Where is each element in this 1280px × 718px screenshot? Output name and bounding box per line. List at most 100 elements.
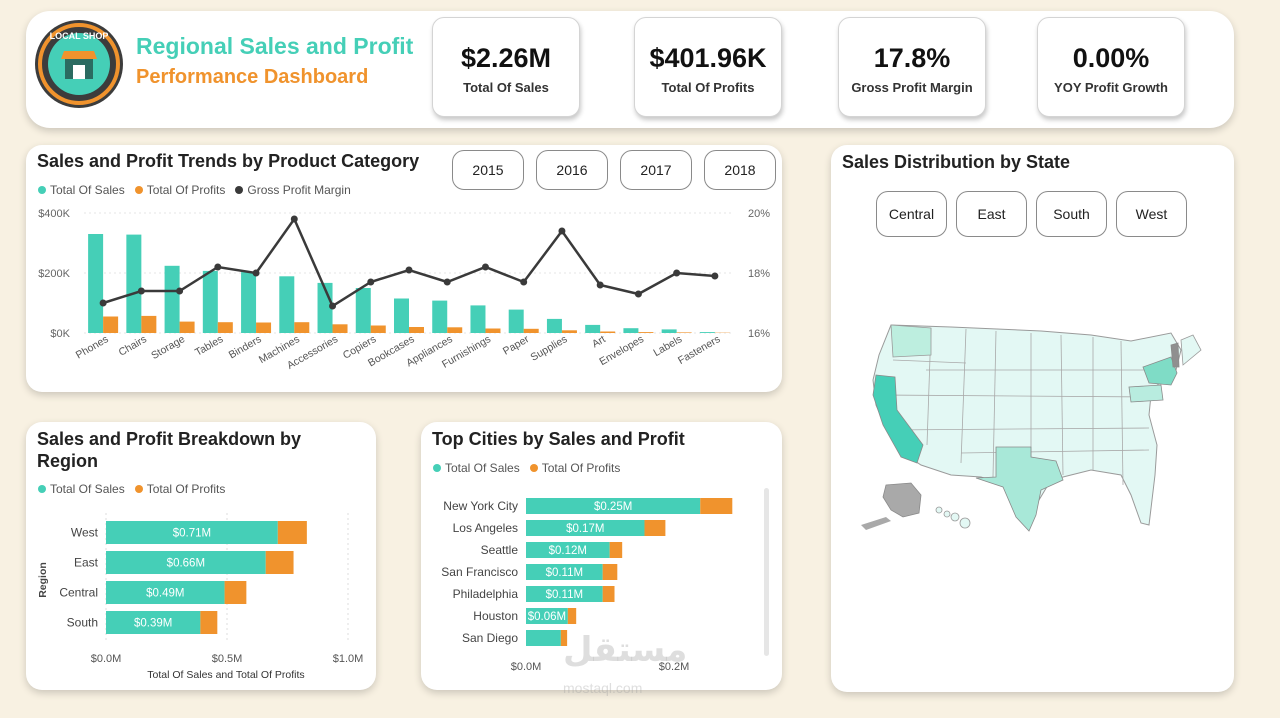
kpi-yoy-profit-growth: 0.00% YOY Profit Growth <box>1037 17 1185 117</box>
category-label: Seattle <box>481 543 519 557</box>
kpi-total-profits: $401.96K Total Of Profits <box>634 17 782 117</box>
sales-bar <box>585 324 601 333</box>
dashboard-title-line1: Regional Sales and Profit <box>136 33 414 59</box>
x-tick-label: Storage <box>149 333 187 362</box>
year-slicer-2015[interactable]: 2015 <box>452 150 524 190</box>
sales-bar <box>164 265 180 333</box>
margin-point <box>329 302 337 310</box>
profits-bar <box>602 564 618 580</box>
state-hawaii <box>935 506 971 529</box>
us-sales-map[interactable] <box>831 145 1234 692</box>
x-tick-label: $0.0M <box>511 661 542 673</box>
state-texas <box>975 446 1064 532</box>
sales-bar <box>394 298 409 333</box>
profits-bar <box>141 315 157 333</box>
data-label: $0.66M <box>167 558 205 570</box>
cities-chart: $0.0M $0.2M New York City $0.25M Los Angeles… <box>441 498 733 673</box>
cities-title: Top Cities by Sales and Profit <box>432 429 685 449</box>
legend-label: Total Of Sales <box>50 183 125 197</box>
kpi-label: Total Of Profits <box>661 80 755 95</box>
margin-point <box>520 278 528 286</box>
category-label: Central <box>59 586 98 600</box>
profits-bar <box>277 521 307 544</box>
category-label: South <box>67 616 98 630</box>
category-label: San Francisco <box>441 565 518 579</box>
profits-bar <box>644 520 666 536</box>
trend-title: Sales and Profit Trends by Product Categ… <box>37 151 420 171</box>
alaska-islands <box>861 517 891 530</box>
legend-sales-dot <box>38 186 46 194</box>
state-pennsylvania <box>1128 384 1164 403</box>
profits-bar <box>567 608 577 624</box>
legend-label: Total Of Sales <box>50 482 125 496</box>
sales-bar <box>699 332 715 333</box>
region-slicer-east[interactable]: East <box>956 191 1027 237</box>
legend-label: Gross Profit Margin <box>247 183 351 197</box>
x-tick-label: $1.0M <box>333 653 364 665</box>
category-label: Philadelphia <box>453 587 519 601</box>
x-tick-label: Fasteners <box>676 333 722 367</box>
profits-bar <box>265 551 294 574</box>
sales-bar <box>526 564 603 580</box>
legend-profits-dot <box>134 186 143 194</box>
sales-bar <box>526 498 701 514</box>
sales-bar <box>508 309 524 333</box>
margin-point <box>673 269 681 277</box>
x-tick-label: Chairs <box>117 333 149 359</box>
x-tick-label: $0.5M <box>212 653 243 665</box>
margin-point <box>405 266 413 274</box>
kpi-value: 17.8% <box>873 43 951 73</box>
kpi-gross-profit-margin: 17.8% Gross Profit Margin <box>838 17 986 117</box>
category-label: West <box>71 526 99 540</box>
map-title: Sales Distribution by State <box>842 152 1071 172</box>
margin-point <box>596 281 604 289</box>
x-tick-label: Supplies <box>529 333 570 364</box>
sales-bar <box>526 586 603 602</box>
year-slicer-2018[interactable]: 2018 <box>704 150 776 190</box>
x-tick-label: Phones <box>74 333 111 361</box>
margin-point <box>137 287 145 295</box>
margin-point <box>367 278 375 286</box>
sales-bar <box>126 234 142 333</box>
state-vermont <box>1170 342 1180 368</box>
region-chart: $0.0M $0.5M $1.0M West $0.71M East $0.66M Centr… <box>37 513 364 681</box>
margin-point <box>634 290 642 298</box>
sales-bar <box>106 551 266 574</box>
data-label: $0.06M <box>528 611 566 623</box>
trend-chart: $400K $200K $0K 20% 18% 16% Phones Chairs Storag… <box>38 208 770 372</box>
margin-point <box>290 215 298 223</box>
sales-bar <box>526 520 645 536</box>
data-label: $0.11M <box>546 567 584 579</box>
cities-scrollbar[interactable] <box>764 488 769 656</box>
local-shop-logo: LOCAL SHOP <box>35 20 123 108</box>
margin-point <box>252 269 260 277</box>
profits-bar <box>332 324 348 333</box>
region-slicer-south[interactable]: South <box>1036 191 1107 237</box>
year-slicer-2017[interactable]: 2017 <box>620 150 692 190</box>
sales-bar <box>661 329 677 333</box>
legend-profits-dot <box>529 464 538 472</box>
profits-bar <box>294 322 310 333</box>
x-tick-label: Paper <box>501 333 532 358</box>
category-label: San Diego <box>462 631 518 645</box>
year-slicer-2016[interactable]: 2016 <box>536 150 608 190</box>
state-maine <box>1180 334 1202 366</box>
dashboard-title-line2: Performance Dashboard <box>136 66 369 88</box>
state-alaska <box>882 482 922 518</box>
profits-bar <box>200 611 218 634</box>
category-label: New York City <box>443 499 518 513</box>
profits-bar <box>600 331 616 333</box>
legend-profits-dot <box>134 485 143 493</box>
legend-label: Total Of Profits <box>541 461 621 475</box>
region-slicer-central[interactable]: Central <box>876 191 947 237</box>
y2-tick-label: 18% <box>748 268 770 280</box>
kpi-label: YOY Profit Growth <box>1054 80 1168 95</box>
state-washington <box>890 324 932 358</box>
data-label: $0.17M <box>566 523 604 535</box>
x-tick-label: $0.2M <box>659 661 690 673</box>
region-slicer-west[interactable]: West <box>1116 191 1187 237</box>
profits-bar <box>256 322 272 333</box>
sales-bar <box>526 630 561 646</box>
trend-panel: Sales and Profit Trends by Product Categ… <box>26 145 782 392</box>
profits-bar <box>447 327 463 333</box>
